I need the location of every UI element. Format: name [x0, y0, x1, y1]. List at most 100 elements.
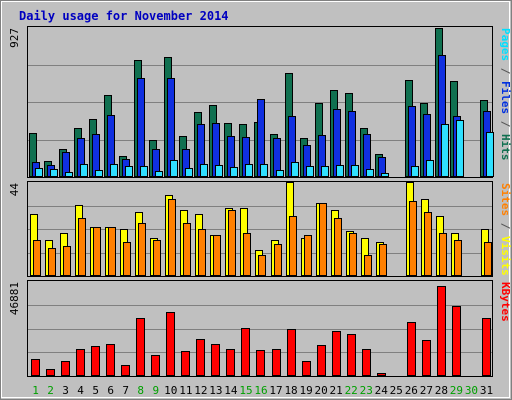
- bar-sites-22: [349, 233, 357, 276]
- bar-sites-4: [78, 218, 86, 276]
- bar-pages-14: [230, 167, 238, 177]
- bar-pages-28: [441, 124, 449, 177]
- bar-sites-11: [183, 223, 191, 276]
- bar-kbytes-9: [151, 355, 160, 376]
- bar-pages-19: [306, 166, 314, 177]
- day-label-10: 10: [164, 384, 177, 397]
- bar-sites-3: [63, 246, 71, 276]
- bar-pages-1: [35, 168, 43, 177]
- bar-sites-5: [93, 227, 101, 276]
- bar-kbytes-21: [332, 331, 341, 376]
- bar-kbytes-4: [76, 349, 85, 376]
- bar-files-8: [137, 78, 145, 177]
- bar-pages-17: [276, 170, 284, 177]
- day-label-27: 27: [420, 384, 433, 397]
- bar-pages-31: [486, 132, 494, 177]
- bar-kbytes-29: [452, 306, 461, 376]
- bar-pages-9: [155, 171, 163, 177]
- bar-pages-27: [426, 160, 434, 177]
- bar-sites-6: [108, 227, 116, 276]
- series-sites: [33, 199, 492, 276]
- legend-entry: /: [499, 216, 512, 236]
- legend-entry: /: [499, 114, 512, 134]
- bar-sites-8: [138, 223, 146, 276]
- day-label-13: 13: [209, 384, 222, 397]
- bar-kbytes-2: [46, 369, 55, 376]
- day-label-18: 18: [284, 384, 297, 397]
- bar-pages-12: [200, 164, 208, 177]
- bar-kbytes-13: [211, 344, 220, 376]
- panel-visits-sites: 44 Sites / Visits: [8, 181, 512, 277]
- bar-kbytes-18: [287, 329, 296, 376]
- bar-pages-26: [411, 166, 419, 177]
- bar-pages-21: [336, 165, 344, 177]
- legend-entry: KBytes: [499, 282, 512, 322]
- day-label-7: 7: [122, 384, 129, 397]
- day-label-14: 14: [224, 384, 238, 397]
- day-label-24: 24: [375, 384, 389, 397]
- bar-sites-19: [304, 235, 312, 276]
- bar-kbytes-31: [482, 318, 491, 376]
- bar-kbytes-8: [136, 318, 145, 376]
- bar-sites-18: [289, 216, 297, 276]
- bar-sites-26: [409, 201, 417, 276]
- chart-title: Daily usage for November 2014: [19, 9, 229, 23]
- legend-entry: Files: [499, 81, 512, 114]
- bar-kbytes-10: [166, 312, 175, 376]
- bar-sites-7: [123, 242, 131, 276]
- bar-sites-24: [379, 244, 387, 276]
- series-legend: Pages / Files / Hits: [499, 28, 512, 161]
- bar-sites-16: [258, 255, 266, 276]
- day-label-6: 6: [107, 384, 114, 397]
- bar-sites-21: [334, 218, 342, 276]
- bar-pages-8: [140, 166, 148, 177]
- day-label-25: 25: [390, 384, 403, 397]
- day-label-12: 12: [194, 384, 207, 397]
- bar-kbytes-23: [362, 349, 371, 376]
- day-label-17: 17: [269, 384, 282, 397]
- day-label-26: 26: [405, 384, 418, 397]
- day-label-8: 8: [137, 384, 144, 397]
- day-label-9: 9: [152, 384, 159, 397]
- day-label-15: 15: [239, 384, 252, 397]
- series-kbytes: [31, 286, 491, 376]
- day-label-4: 4: [77, 384, 84, 397]
- bar-sites-17: [274, 244, 282, 276]
- bar-kbytes-1: [31, 359, 40, 376]
- day-label-22: 22: [345, 384, 358, 397]
- bar-kbytes-11: [181, 351, 190, 376]
- day-label-1: 1: [32, 384, 39, 397]
- bar-kbytes-20: [317, 345, 326, 376]
- bar-kbytes-14: [226, 349, 235, 376]
- bar-kbytes-16: [256, 350, 265, 376]
- panel-hits-files-pages: 927 Pages / Files / Hits: [8, 26, 512, 178]
- bar-pages-6: [110, 164, 118, 177]
- bar-pages-5: [95, 170, 103, 177]
- bar-pages-18: [291, 162, 299, 177]
- bar-pages-13: [215, 165, 223, 177]
- bar-kbytes-24: [377, 373, 386, 376]
- bar-pages-16: [260, 164, 268, 177]
- bar-pages-3: [65, 172, 73, 177]
- bar-kbytes-5: [91, 346, 100, 376]
- bar-kbytes-22: [347, 334, 356, 376]
- series-legend: KBytes: [499, 282, 512, 322]
- bar-sites-9: [153, 240, 161, 276]
- legend-entry: Sites: [499, 183, 512, 216]
- bar-kbytes-7: [121, 365, 130, 376]
- day-label-23: 23: [360, 384, 373, 397]
- bar-sites-12: [198, 229, 206, 276]
- bar-pages-11: [185, 168, 193, 177]
- day-label-3: 3: [62, 384, 69, 397]
- legend-entry: /: [499, 61, 512, 81]
- bar-pages-20: [321, 166, 329, 177]
- legend-entry: Visits: [499, 236, 512, 276]
- bar-sites-15: [243, 233, 251, 276]
- day-label-29: 29: [450, 384, 463, 397]
- bar-pages-7: [125, 166, 133, 177]
- bar-sites-2: [48, 248, 56, 276]
- bar-kbytes-28: [437, 286, 446, 376]
